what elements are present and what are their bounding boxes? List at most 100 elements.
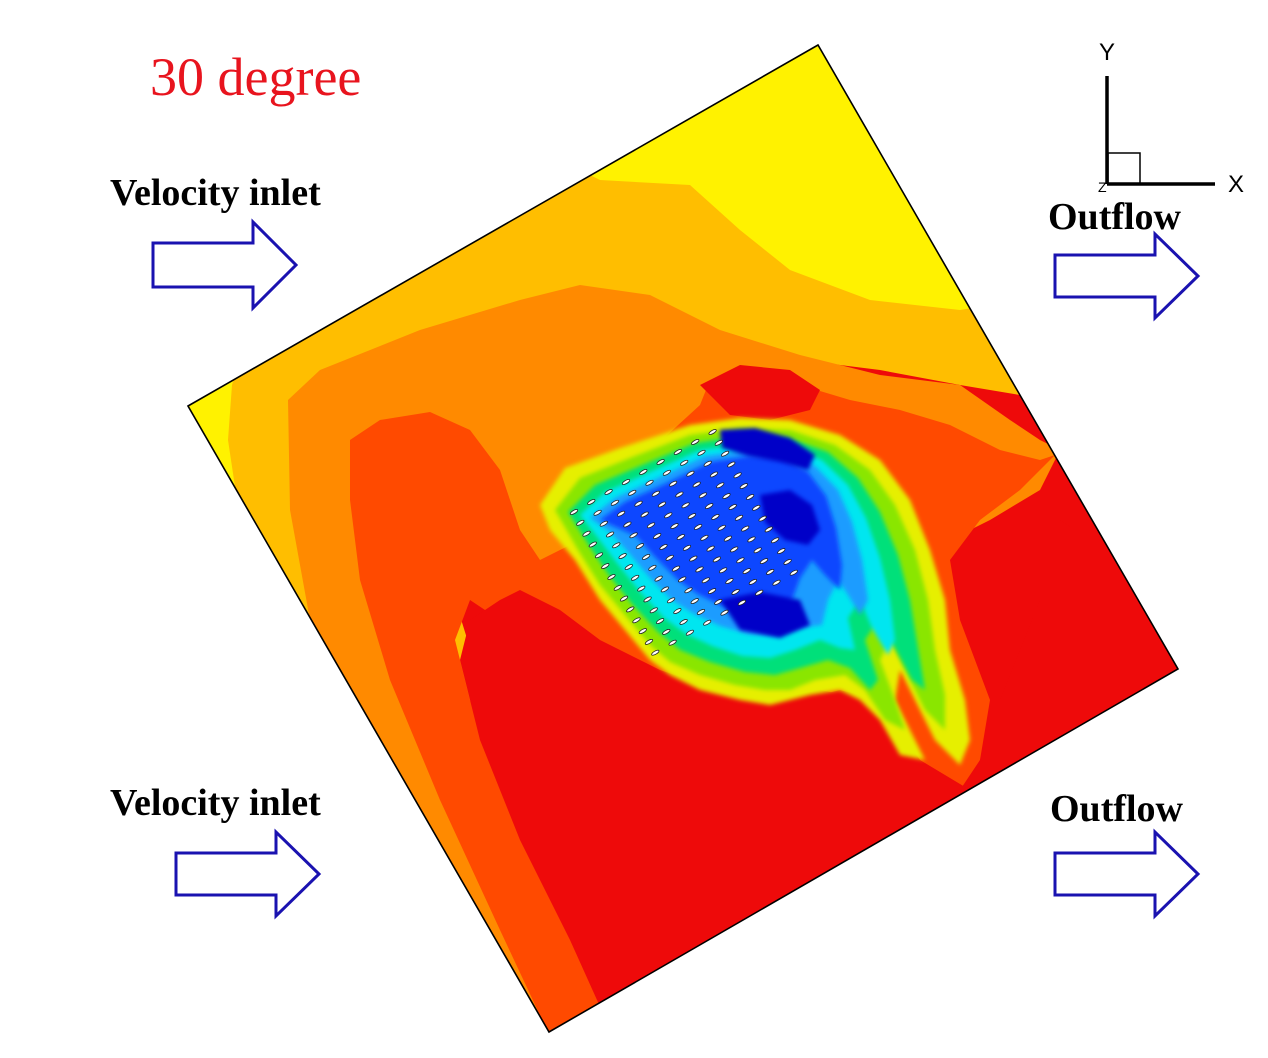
tube-element — [709, 471, 719, 478]
tube-element — [687, 513, 697, 520]
tube-element — [621, 479, 631, 485]
tube-element — [718, 567, 728, 574]
tube-element — [659, 544, 668, 550]
tube-element — [696, 608, 706, 615]
tube-element — [703, 619, 712, 626]
contour-core-dark-2 — [760, 490, 820, 545]
tube-element — [714, 598, 723, 605]
tube-element — [635, 543, 645, 550]
outflow-label-top: Outflow — [1048, 196, 1181, 238]
tube-element — [604, 489, 613, 495]
tube-element — [691, 439, 700, 445]
tube-element — [695, 566, 704, 573]
tube-element — [789, 569, 798, 576]
tube-element — [678, 576, 687, 583]
tube-element — [599, 520, 608, 527]
arrow-inlet-bottom — [174, 828, 322, 920]
tube-element — [649, 607, 658, 614]
tube-element — [610, 499, 620, 506]
tube-element — [644, 638, 654, 645]
tube-element — [660, 586, 670, 593]
tube-element — [770, 537, 780, 544]
tube-element — [662, 469, 672, 476]
tube-element — [741, 525, 750, 532]
tube-element — [673, 608, 682, 615]
tube-element — [708, 429, 717, 435]
tube-element — [727, 461, 736, 468]
tube-element — [684, 587, 693, 594]
tube-element — [656, 459, 665, 465]
y-axis-label: Y — [1099, 39, 1115, 66]
tube-element — [717, 524, 726, 531]
tube-element — [700, 534, 709, 541]
tube-element — [624, 564, 633, 570]
arrow-outflow-top — [1053, 230, 1201, 322]
tube-element — [670, 523, 679, 530]
tube-element — [641, 554, 651, 560]
tube-element — [593, 509, 602, 516]
tube-element — [666, 597, 676, 604]
tube-element — [730, 546, 739, 553]
tube-element — [747, 536, 756, 543]
tube-element — [705, 503, 714, 510]
inlet-label-top: Velocity inlet — [110, 172, 321, 214]
tube-element — [711, 514, 720, 520]
tube-element — [657, 501, 667, 508]
tube-element — [697, 449, 706, 456]
tube-element — [739, 483, 748, 490]
tube-element — [619, 595, 629, 602]
tube-element — [737, 599, 747, 606]
tube-element — [723, 535, 733, 542]
tube-element — [712, 556, 722, 563]
tube-element — [753, 547, 762, 554]
tube-element — [689, 555, 698, 562]
tube-element — [626, 606, 635, 613]
tube-element — [720, 609, 729, 616]
tube-element — [685, 629, 695, 636]
tube-element — [758, 515, 767, 522]
tube-element — [720, 450, 730, 457]
tube-element — [605, 531, 615, 538]
tube-element — [766, 568, 775, 575]
tube-element — [736, 557, 745, 564]
tube-element — [638, 628, 647, 635]
right-arrow-icon — [1053, 230, 1201, 322]
tube-element — [637, 585, 646, 592]
tube-element — [703, 460, 712, 467]
tube-element — [643, 596, 652, 603]
tube-element — [668, 639, 677, 646]
tube-element — [725, 578, 734, 585]
tube-element — [748, 578, 758, 585]
tube-element — [665, 554, 674, 561]
tube-element — [783, 558, 792, 565]
tube-element — [734, 514, 744, 521]
z-axis-box — [1107, 152, 1141, 185]
tube-element — [664, 512, 673, 519]
tube-element — [680, 459, 689, 466]
tube-element — [716, 482, 725, 489]
tube-element — [646, 522, 656, 529]
tube-element — [745, 494, 755, 500]
tube-element — [676, 534, 685, 540]
tube-element — [690, 598, 699, 605]
tube-element — [673, 449, 683, 455]
right-arrow-icon — [174, 828, 322, 920]
arrow-inlet-top — [151, 218, 299, 312]
tube-element — [587, 499, 596, 505]
tube-element — [686, 470, 695, 477]
tube-element — [618, 553, 627, 560]
tube-element — [772, 579, 781, 586]
tube-element — [755, 589, 764, 596]
tube-element — [588, 541, 597, 548]
domain-boundary — [186, 43, 1180, 1034]
right-arrow-icon — [151, 218, 299, 312]
z-axis-label: Z — [1098, 179, 1107, 195]
tube-element — [692, 481, 701, 488]
figure-title: 30 degree — [150, 47, 362, 107]
tube-element — [733, 472, 742, 479]
outflow-label-bottom: Outflow — [1050, 788, 1183, 830]
tube-element — [639, 469, 648, 475]
